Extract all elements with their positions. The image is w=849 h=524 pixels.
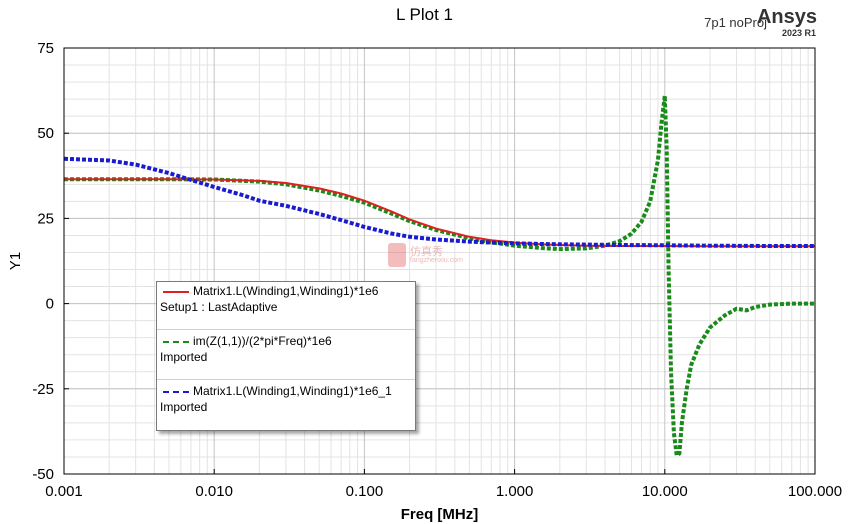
series-line-3 xyxy=(63,156,815,248)
legend-divider xyxy=(157,329,415,330)
y-axis-label: Y1 xyxy=(7,252,24,270)
x-tick-label: 0.100 xyxy=(346,483,384,500)
watermark-subtext: fangzhenxiu.com xyxy=(410,257,463,264)
legend-entry-source: Imported xyxy=(160,350,208,364)
series-line-2 xyxy=(64,93,815,458)
plot-frame xyxy=(63,47,816,475)
x-tick-label: 0.010 xyxy=(195,483,233,500)
x-tick-label: 0.001 xyxy=(45,483,83,500)
y-tick-label: 0 xyxy=(46,296,54,313)
legend-swatch-dashed xyxy=(163,391,189,393)
watermark-logo-icon xyxy=(388,243,406,267)
series-layer xyxy=(63,93,815,458)
y-tick-label: -50 xyxy=(32,466,54,483)
y-tick-label: 50 xyxy=(37,125,54,142)
y-tick-label: 75 xyxy=(37,40,54,57)
chart-title: L Plot 1 xyxy=(395,5,454,24)
x-tick-label: 10.000 xyxy=(642,483,688,500)
x-tick-label: 1.000 xyxy=(496,483,534,500)
legend-entry-name: Matrix1.L(Winding1,Winding1)*1e6 xyxy=(193,284,379,298)
brand-logo: Ansys xyxy=(756,6,817,28)
series-line-1 xyxy=(64,178,815,248)
legend[interactable]: Matrix1.L(Winding1,Winding1)*1e6 Setup1 … xyxy=(156,281,416,431)
x-tick-label: 100.000 xyxy=(788,483,842,500)
legend-entry-source: Setup1 : LastAdaptive xyxy=(160,300,278,314)
axis-ticks: 0.001 0.010 0.100 1.000 10.000 100.000 -50 -25 0… xyxy=(32,40,842,500)
legend-entry-name: im(Z(1,1))/(2*pi*Freq)*1e6 xyxy=(193,334,332,348)
watermark: 仿真秀 fangzhenxiu.com xyxy=(388,243,468,273)
y-tick-label: -25 xyxy=(32,381,54,398)
design-name: 7p1 noProj xyxy=(704,15,767,30)
brand-version: 2023 R1 xyxy=(781,28,816,38)
x-axis-label: Freq [MHz] xyxy=(401,506,479,523)
y-tick-label: 25 xyxy=(37,210,54,227)
legend-entry-source: Imported xyxy=(160,400,208,414)
legend-entry-name: Matrix1.L(Winding1,Winding1)*1e6_1 xyxy=(193,384,392,398)
legend-swatch-solid xyxy=(163,291,189,293)
legend-divider xyxy=(157,379,415,380)
grid-lines xyxy=(63,47,816,475)
legend-swatch-dashed xyxy=(163,341,189,343)
watermark-text: 仿真秀 xyxy=(410,246,443,258)
